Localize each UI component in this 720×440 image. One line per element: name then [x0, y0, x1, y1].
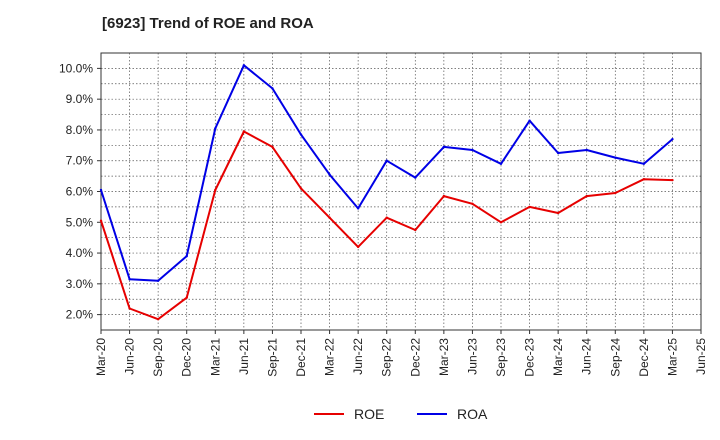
y-tick-label: 7.0%	[66, 154, 94, 168]
data-point-roe	[671, 178, 674, 182]
x-tick-label: Sep-20	[151, 338, 165, 377]
data-point-roe	[414, 228, 417, 232]
x-tick-label: Mar-21	[208, 338, 222, 376]
data-point-roa	[328, 173, 331, 176]
legend-label-roa: ROA	[457, 406, 488, 422]
y-tick-label: 6.0%	[66, 185, 94, 199]
data-point-roe	[585, 194, 588, 198]
y-tick-label: 10.0%	[59, 61, 93, 75]
data-point-roa	[271, 87, 274, 90]
x-tick-label: Mar-23	[437, 338, 451, 376]
x-tick-label: Jun-25	[694, 338, 708, 375]
legend-label-roe: ROE	[354, 406, 384, 422]
data-point-roe	[442, 194, 446, 198]
data-point-roe	[99, 219, 103, 222]
data-point-roe	[556, 211, 560, 215]
data-point-roa	[414, 176, 417, 179]
y-tick-label: 9.0%	[66, 92, 94, 106]
data-point-roa	[556, 151, 560, 155]
x-tick-label: Dec-21	[294, 338, 308, 377]
x-tick-label: Sep-23	[494, 338, 508, 377]
data-point-roa	[99, 188, 103, 192]
data-point-roa	[156, 279, 160, 282]
data-point-roe	[642, 177, 646, 181]
x-tick-label: Jun-21	[237, 338, 251, 375]
y-tick-label: 5.0%	[66, 215, 94, 229]
chart-title: [6923] Trend of ROE and ROA	[102, 15, 314, 32]
data-point-roe	[385, 216, 388, 219]
plot-area	[101, 53, 701, 330]
data-point-roa	[671, 137, 674, 141]
x-tick-label: Sep-21	[265, 338, 279, 377]
x-tick-label: Sep-24	[608, 338, 622, 377]
data-point-roe	[499, 221, 503, 224]
y-tick-label: 4.0%	[66, 246, 94, 260]
data-point-roa	[385, 159, 388, 162]
data-point-roa	[499, 162, 503, 165]
x-tick-label: Dec-20	[180, 338, 194, 377]
data-point-roa	[356, 207, 360, 210]
data-point-roe	[128, 307, 131, 310]
data-point-roa	[185, 254, 188, 258]
data-point-roe	[271, 145, 274, 149]
data-point-roe	[185, 296, 188, 299]
data-point-roa	[299, 133, 303, 136]
data-point-roe	[328, 216, 331, 219]
x-tick-label: Mar-25	[665, 338, 679, 376]
data-point-roa	[471, 148, 474, 152]
data-point-roe	[156, 318, 160, 321]
x-tick-label: Jun-23	[465, 338, 479, 375]
data-point-roe	[471, 202, 474, 206]
y-tick-label: 2.0%	[66, 308, 94, 322]
data-point-roa	[128, 278, 131, 281]
x-tick-label: Mar-22	[323, 338, 337, 376]
data-point-roa	[585, 148, 588, 152]
data-point-roe	[614, 191, 617, 195]
x-tick-label: Sep-22	[380, 338, 394, 377]
y-tick-label: 3.0%	[66, 277, 94, 291]
data-point-roe	[214, 188, 217, 192]
x-tick-label: Mar-24	[551, 338, 565, 376]
y-tick-label: 8.0%	[66, 123, 94, 137]
data-point-roa	[528, 119, 531, 122]
data-point-roa	[614, 156, 617, 159]
data-point-roe	[299, 187, 303, 190]
data-point-roa	[642, 162, 646, 165]
data-point-roa	[214, 127, 217, 130]
x-tick-label: Jun-22	[351, 338, 365, 375]
x-tick-label: Dec-23	[523, 338, 537, 377]
x-tick-label: Dec-24	[637, 338, 651, 377]
data-point-roa	[242, 64, 246, 67]
data-point-roe	[528, 205, 531, 209]
x-tick-label: Jun-24	[580, 338, 594, 375]
data-point-roa	[442, 145, 446, 149]
x-tick-label: Mar-20	[94, 338, 108, 376]
data-point-roe	[242, 130, 246, 133]
data-point-roe	[356, 245, 360, 249]
x-tick-label: Jun-20	[123, 338, 137, 375]
x-tick-label: Dec-22	[408, 338, 422, 377]
